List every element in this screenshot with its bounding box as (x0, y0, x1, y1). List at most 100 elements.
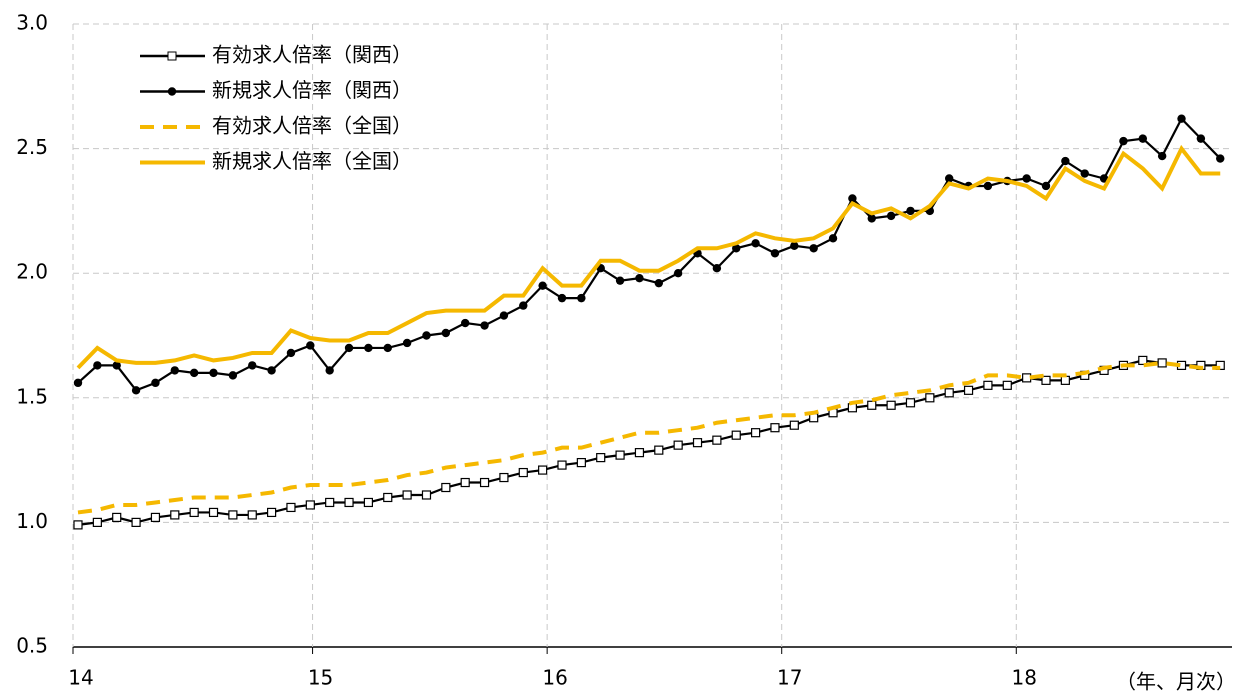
y-tick-label: 3.0 (16, 11, 48, 35)
marker (208, 507, 219, 518)
legend-label: 有効求人倍率（全国） (212, 114, 412, 138)
y-tick-label: 2.5 (16, 135, 48, 159)
x-tick-label: 18 (1012, 666, 1037, 690)
x-tick-label: 17 (777, 666, 802, 690)
marker (712, 435, 722, 445)
legend-marker (167, 51, 177, 61)
marker (828, 234, 838, 243)
marker (170, 366, 179, 375)
marker (363, 497, 373, 508)
marker (770, 249, 780, 258)
marker (112, 361, 121, 370)
marker (383, 343, 392, 353)
marker (944, 388, 954, 398)
marker (692, 438, 703, 448)
marker (654, 445, 664, 455)
marker (538, 465, 548, 475)
marker (267, 507, 277, 518)
marker (732, 244, 741, 253)
legend-label: 新規求人倍率（全国） (212, 149, 412, 173)
marker (906, 206, 915, 216)
marker (615, 276, 625, 285)
marker (1022, 174, 1031, 183)
legend-marker (167, 87, 177, 96)
marker (809, 244, 818, 253)
marker (286, 502, 296, 513)
marker (751, 239, 760, 248)
marker (945, 174, 954, 183)
marker (576, 457, 586, 468)
marker (344, 497, 354, 508)
marker (1002, 380, 1012, 390)
y-tick-label: 1.0 (16, 509, 48, 533)
marker (1080, 169, 1089, 178)
marker (306, 341, 315, 350)
marker (538, 281, 547, 290)
marker (441, 482, 451, 493)
marker (519, 301, 528, 310)
marker (170, 510, 180, 520)
x-tick-label: 15 (308, 666, 333, 690)
marker (402, 338, 412, 348)
marker (112, 512, 122, 523)
marker (402, 490, 412, 500)
marker (131, 517, 141, 528)
marker (1041, 181, 1051, 191)
marker (789, 420, 799, 430)
marker (673, 440, 683, 450)
marker (499, 311, 509, 320)
marker (905, 398, 916, 408)
marker (848, 194, 857, 203)
marker (421, 490, 432, 500)
marker (557, 460, 567, 470)
marker (73, 520, 83, 530)
marker (325, 497, 335, 508)
marker (925, 393, 935, 403)
marker (886, 211, 896, 221)
marker (1041, 375, 1051, 385)
marker (499, 472, 509, 483)
marker (131, 386, 141, 395)
marker (983, 380, 993, 390)
marker (151, 378, 160, 388)
marker (1138, 355, 1148, 366)
marker (73, 378, 83, 388)
legend-label: 新規求人倍率（関西） (212, 78, 412, 102)
marker (615, 450, 625, 460)
y-tick-label: 1.5 (16, 384, 48, 408)
marker (460, 477, 470, 488)
marker (847, 403, 858, 413)
y-tick-label: 2.0 (16, 260, 48, 284)
marker (518, 467, 528, 478)
marker (93, 361, 102, 370)
marker (479, 477, 490, 488)
marker (228, 510, 238, 520)
marker (247, 510, 257, 520)
marker (557, 293, 567, 303)
marker (1177, 114, 1186, 123)
y-tick-label: 0.5 (16, 634, 48, 658)
marker (248, 361, 257, 370)
marker (712, 264, 722, 273)
marker (1216, 154, 1225, 163)
marker (673, 269, 683, 278)
marker (886, 400, 896, 410)
marker (654, 278, 663, 288)
marker (770, 423, 780, 433)
marker (267, 366, 276, 375)
marker (383, 492, 393, 503)
marker (731, 430, 741, 440)
marker (480, 321, 489, 330)
marker (1157, 358, 1167, 368)
marker (1060, 375, 1070, 385)
marker (441, 328, 451, 338)
marker (577, 293, 586, 303)
series-line (77, 360, 1221, 515)
marker (867, 214, 876, 223)
marker (305, 500, 315, 510)
marker (189, 507, 199, 518)
marker (867, 400, 877, 410)
marker (325, 366, 334, 375)
marker (1119, 136, 1128, 146)
